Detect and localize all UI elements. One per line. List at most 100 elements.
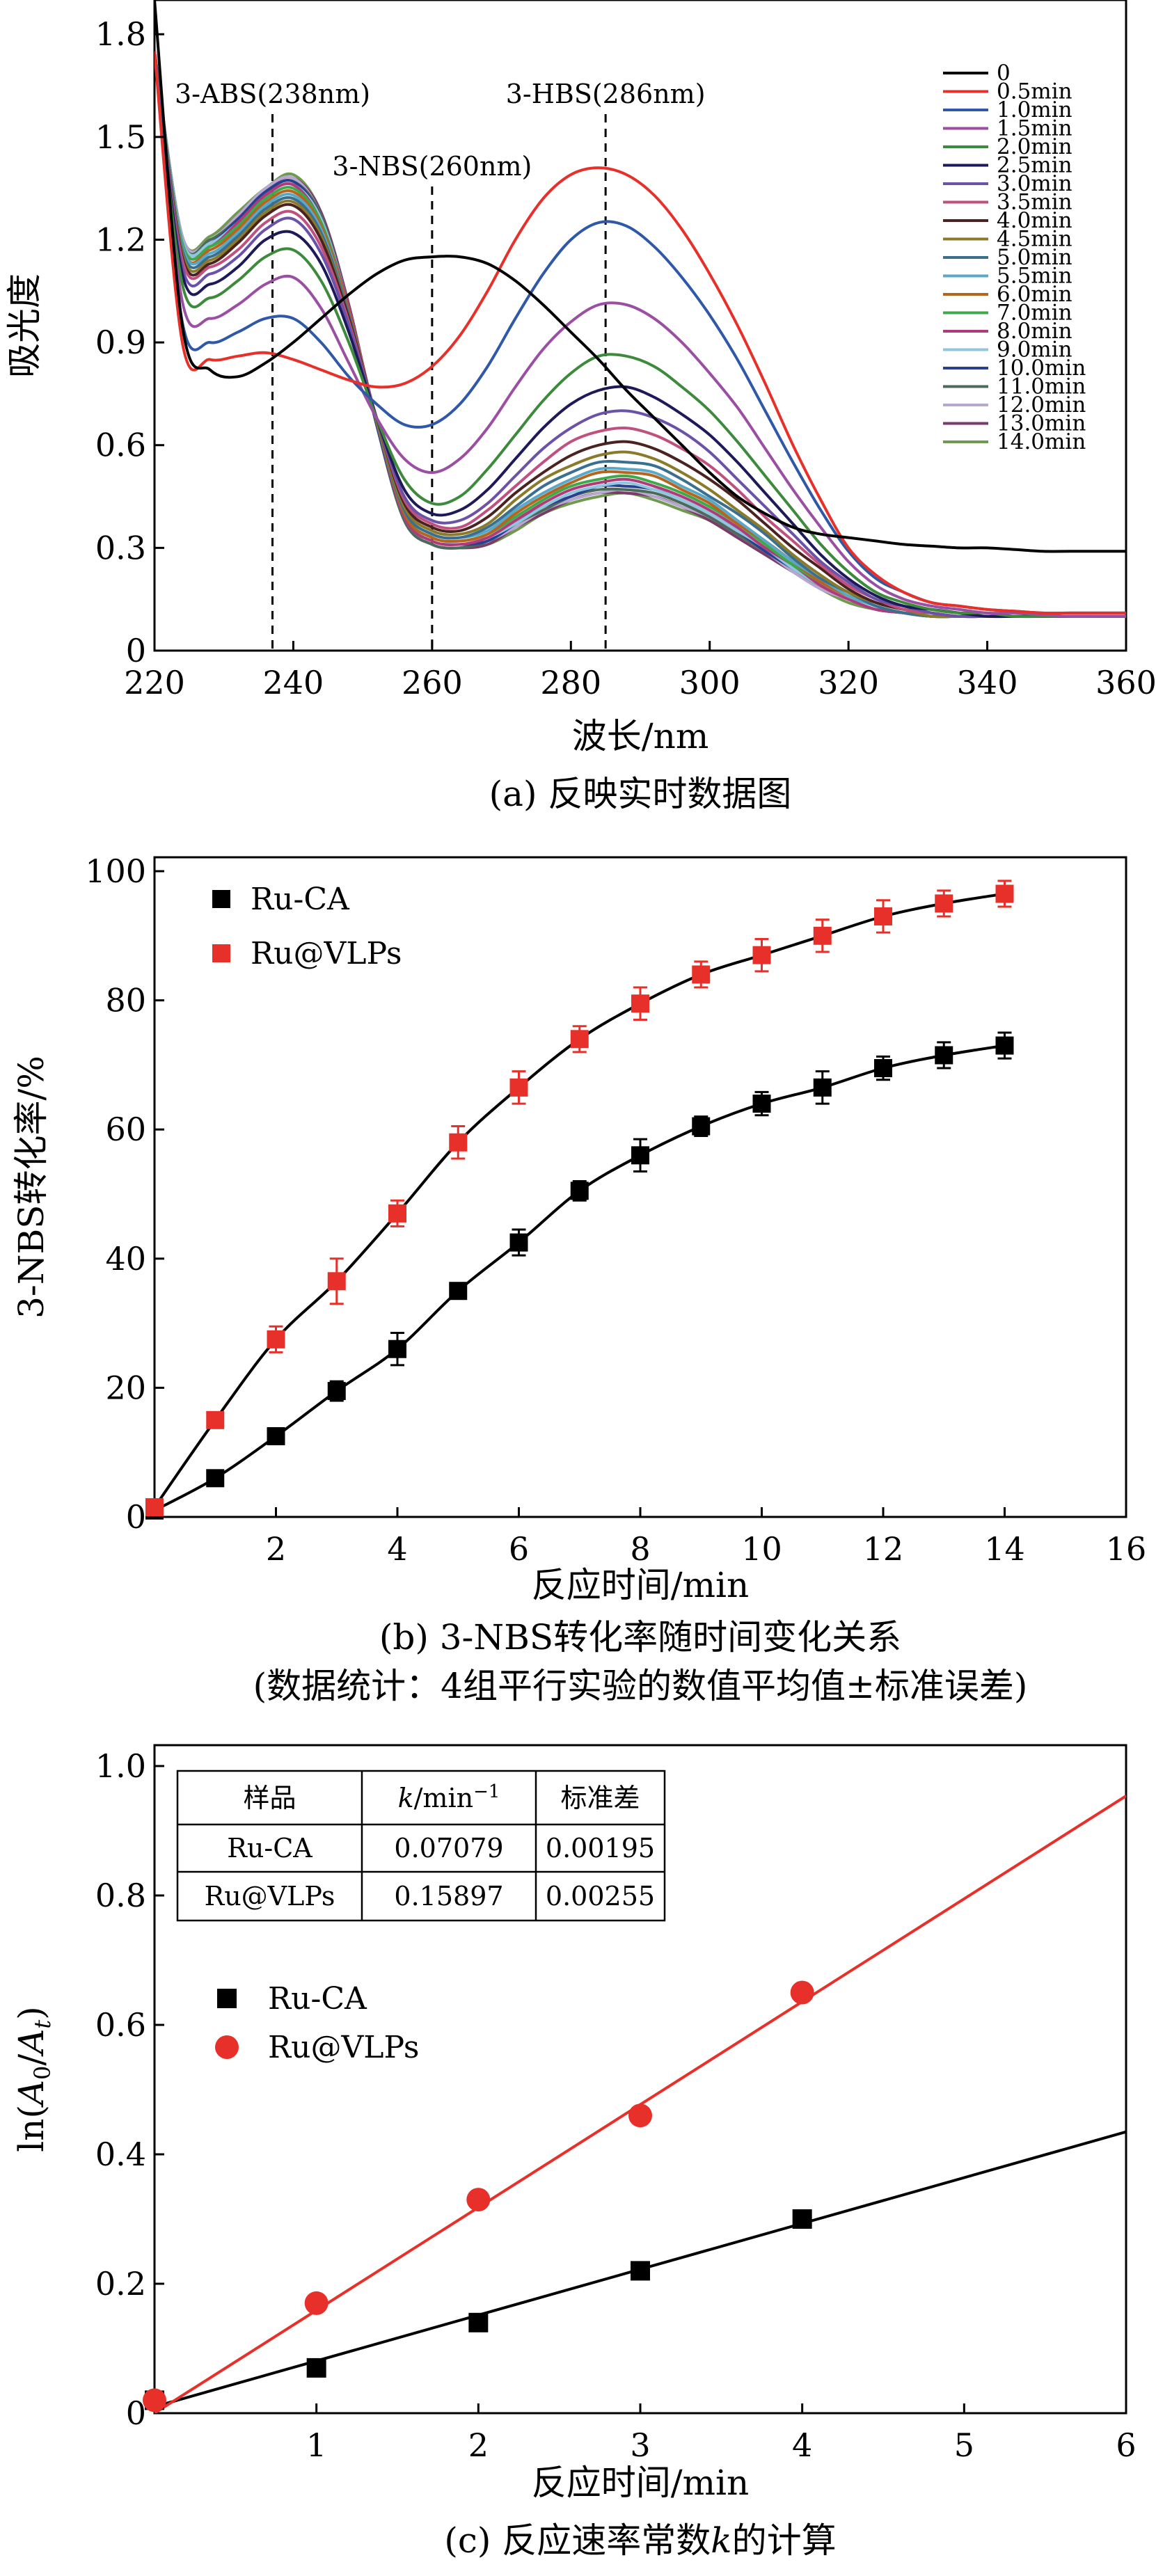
spectrum-7.0min — [155, 51, 1126, 619]
panel-b-point-Ru-CA — [692, 1117, 711, 1136]
panel-a-legend-label: 3.0min — [997, 171, 1072, 196]
panel-b-point-Ru-CA — [631, 1146, 649, 1165]
panel-a-frame — [153, 0, 1127, 652]
panel-c-caption: (c) 反应速率常数k的计算 — [444, 2520, 836, 2561]
panel-a-xtick-label: 300 — [679, 664, 741, 701]
panel-a-ytick-label: 0.3 — [95, 529, 146, 566]
panel-c-point-Ru-CA — [468, 2312, 489, 2332]
panel-b-xtick-label: 4 — [387, 1530, 407, 1568]
panel-c-xtick-label: 3 — [630, 2426, 650, 2464]
panel-b-legend-label: Ru-CA — [251, 882, 350, 917]
panel-c-point-Ru@VLPs — [143, 2388, 166, 2412]
panel-a-legend-label: 1.5min — [997, 116, 1072, 141]
panel-a-legend-label: 2.5min — [997, 153, 1072, 178]
panel-c-ytick-label: 0.2 — [95, 2265, 146, 2303]
panel-b-ytick-label: 80 — [105, 982, 146, 1019]
panel-b-point-Ru-CA — [995, 1036, 1014, 1055]
panel-b-xtick-label: 2 — [266, 1530, 286, 1568]
table-border — [176, 1770, 666, 1922]
panel-a-legend-label: 0.5min — [997, 79, 1072, 104]
panel-b-ytick-label: 0 — [126, 1498, 146, 1536]
panel-c-ytick-label: 0.4 — [95, 2136, 146, 2173]
panel-a-legend-label: 6.0min — [997, 282, 1072, 307]
panel-b-xtick-label: 12 — [863, 1530, 904, 1568]
spectrum-2.5min — [155, 51, 1126, 619]
panel-a-legend-label: 2.0min — [997, 134, 1072, 159]
panel-b-point-Ru@VLPs — [145, 1498, 164, 1517]
spectrum-1.5min — [155, 51, 1126, 618]
panel-a-xtick-label: 260 — [402, 664, 463, 701]
panel-c-point-Ru@VLPs — [628, 2104, 652, 2128]
panel-c-legend-marker — [217, 1989, 237, 2008]
panel-b-point-Ru-CA — [570, 1182, 589, 1200]
panel-b-caption: (b) 3-NBS转化率随时间变化关系 — [379, 1617, 901, 1657]
panel-a-ytick-label: 0.9 — [95, 324, 146, 361]
panel-a-marker-label: 3-HBS(286nm) — [506, 79, 706, 109]
panel-a-ytick-label: 0.6 — [95, 427, 146, 464]
panel-b-ytick-label: 40 — [105, 1240, 146, 1278]
spectrum-11.0min — [155, 51, 1126, 619]
panel-c-ytick-label: 0.8 — [95, 1877, 146, 1914]
panel-c-point-Ru-CA — [631, 2261, 650, 2281]
panel-a-legend-label: 12.0min — [997, 392, 1086, 418]
panel-a-legend-label: 8.0min — [997, 319, 1072, 344]
panel-b-xtick-label: 10 — [741, 1530, 782, 1568]
panel-a-legend-label: 9.0min — [997, 337, 1072, 363]
panel-b-point-Ru@VLPs — [509, 1078, 528, 1097]
panel-a-xtick-label: 360 — [1095, 664, 1156, 701]
panel-b-point-Ru@VLPs — [267, 1330, 285, 1349]
panel-a-legend-label: 13.0min — [997, 411, 1086, 436]
table-header-k: k/min−1 — [398, 1781, 500, 1813]
panel-b-point-Ru-CA — [449, 1282, 468, 1301]
table-cell: 0.07079 — [394, 1833, 503, 1863]
panel-b-point-Ru@VLPs — [874, 907, 892, 925]
panel-b-caption-note: (数据统计：4组平行实验的数值平均值±标准误差) — [253, 1666, 1028, 1706]
spectrum-9.0min — [155, 51, 1126, 619]
panel-b-point-Ru@VLPs — [206, 1410, 225, 1429]
panel-a-xtick-label: 340 — [957, 664, 1018, 701]
panel-b-legend-marker — [212, 944, 230, 962]
panel-b-point-Ru@VLPs — [995, 884, 1014, 903]
spectrum-10.0min — [155, 51, 1126, 619]
panel-a-legend-label: 5.5min — [997, 264, 1072, 289]
panel-b-xtick-label: 6 — [509, 1530, 529, 1568]
panel-a-legend-label: 10.0min — [997, 356, 1086, 381]
panel-b-point-Ru-CA — [752, 1095, 771, 1113]
spectrum-4.5min — [155, 51, 1126, 619]
panel-b-ytick-label: 100 — [85, 852, 146, 890]
spectrum-8.0min — [155, 51, 1126, 619]
panel-c-xtick-label: 6 — [1116, 2426, 1136, 2464]
spectrum-5.5min — [155, 51, 1126, 619]
table-cell: 0.15897 — [394, 1881, 503, 1911]
panel-a-ytick-label: 1.5 — [95, 118, 146, 156]
panel-a-legend-label: 0 — [997, 61, 1011, 86]
panel-c-point-Ru@VLPs — [304, 2291, 328, 2315]
table-header-stddev: 标准差 — [560, 1783, 640, 1813]
panel-b-point-Ru@VLPs — [935, 894, 953, 913]
panel-c-xlabel: 反应时间/min — [532, 2463, 749, 2503]
panel-c-ytick-label: 0.6 — [95, 2006, 146, 2044]
panel-a-legend-label: 5.0min — [997, 245, 1072, 270]
panel-b-point-Ru@VLPs — [388, 1204, 406, 1223]
panel-b-point-Ru@VLPs — [752, 946, 771, 964]
panel-a-absorbance-spectra: 3-ABS(238nm) 3-NBS(260nm) 3-HBS(286nm) 220… — [4, 0, 1156, 814]
table-cell: 0.00255 — [546, 1881, 655, 1911]
panel-b-xtick-label: 8 — [630, 1530, 650, 1568]
panel-a-legend-label: 1.0min — [997, 97, 1072, 122]
panel-a-caption: (a) 反映实时数据图 — [489, 774, 792, 814]
table-cell: 0.00195 — [546, 1833, 655, 1863]
table-cell: Ru-CA — [227, 1833, 312, 1863]
panel-c-legend-label: Ru-CA — [268, 1981, 367, 2017]
panel-c-point-Ru@VLPs — [466, 2188, 491, 2212]
panel-c-legend-marker — [215, 2035, 239, 2059]
panel-c-xtick-label: 4 — [792, 2426, 812, 2464]
panel-b-ylabel: 3-NBS转化率/% — [11, 1056, 52, 1319]
panel-b-point-Ru-CA — [509, 1233, 528, 1252]
panel-a-xtick-label: 320 — [818, 664, 879, 701]
panel-c-xtick-label: 5 — [954, 2426, 974, 2464]
panel-b-fit-line — [154, 1044, 1005, 1512]
panel-b-point-Ru-CA — [267, 1427, 285, 1445]
table-cell: Ru@VLPs — [205, 1881, 335, 1911]
panel-b-point-Ru@VLPs — [813, 926, 832, 945]
spectrum-2.0min — [155, 51, 1126, 619]
